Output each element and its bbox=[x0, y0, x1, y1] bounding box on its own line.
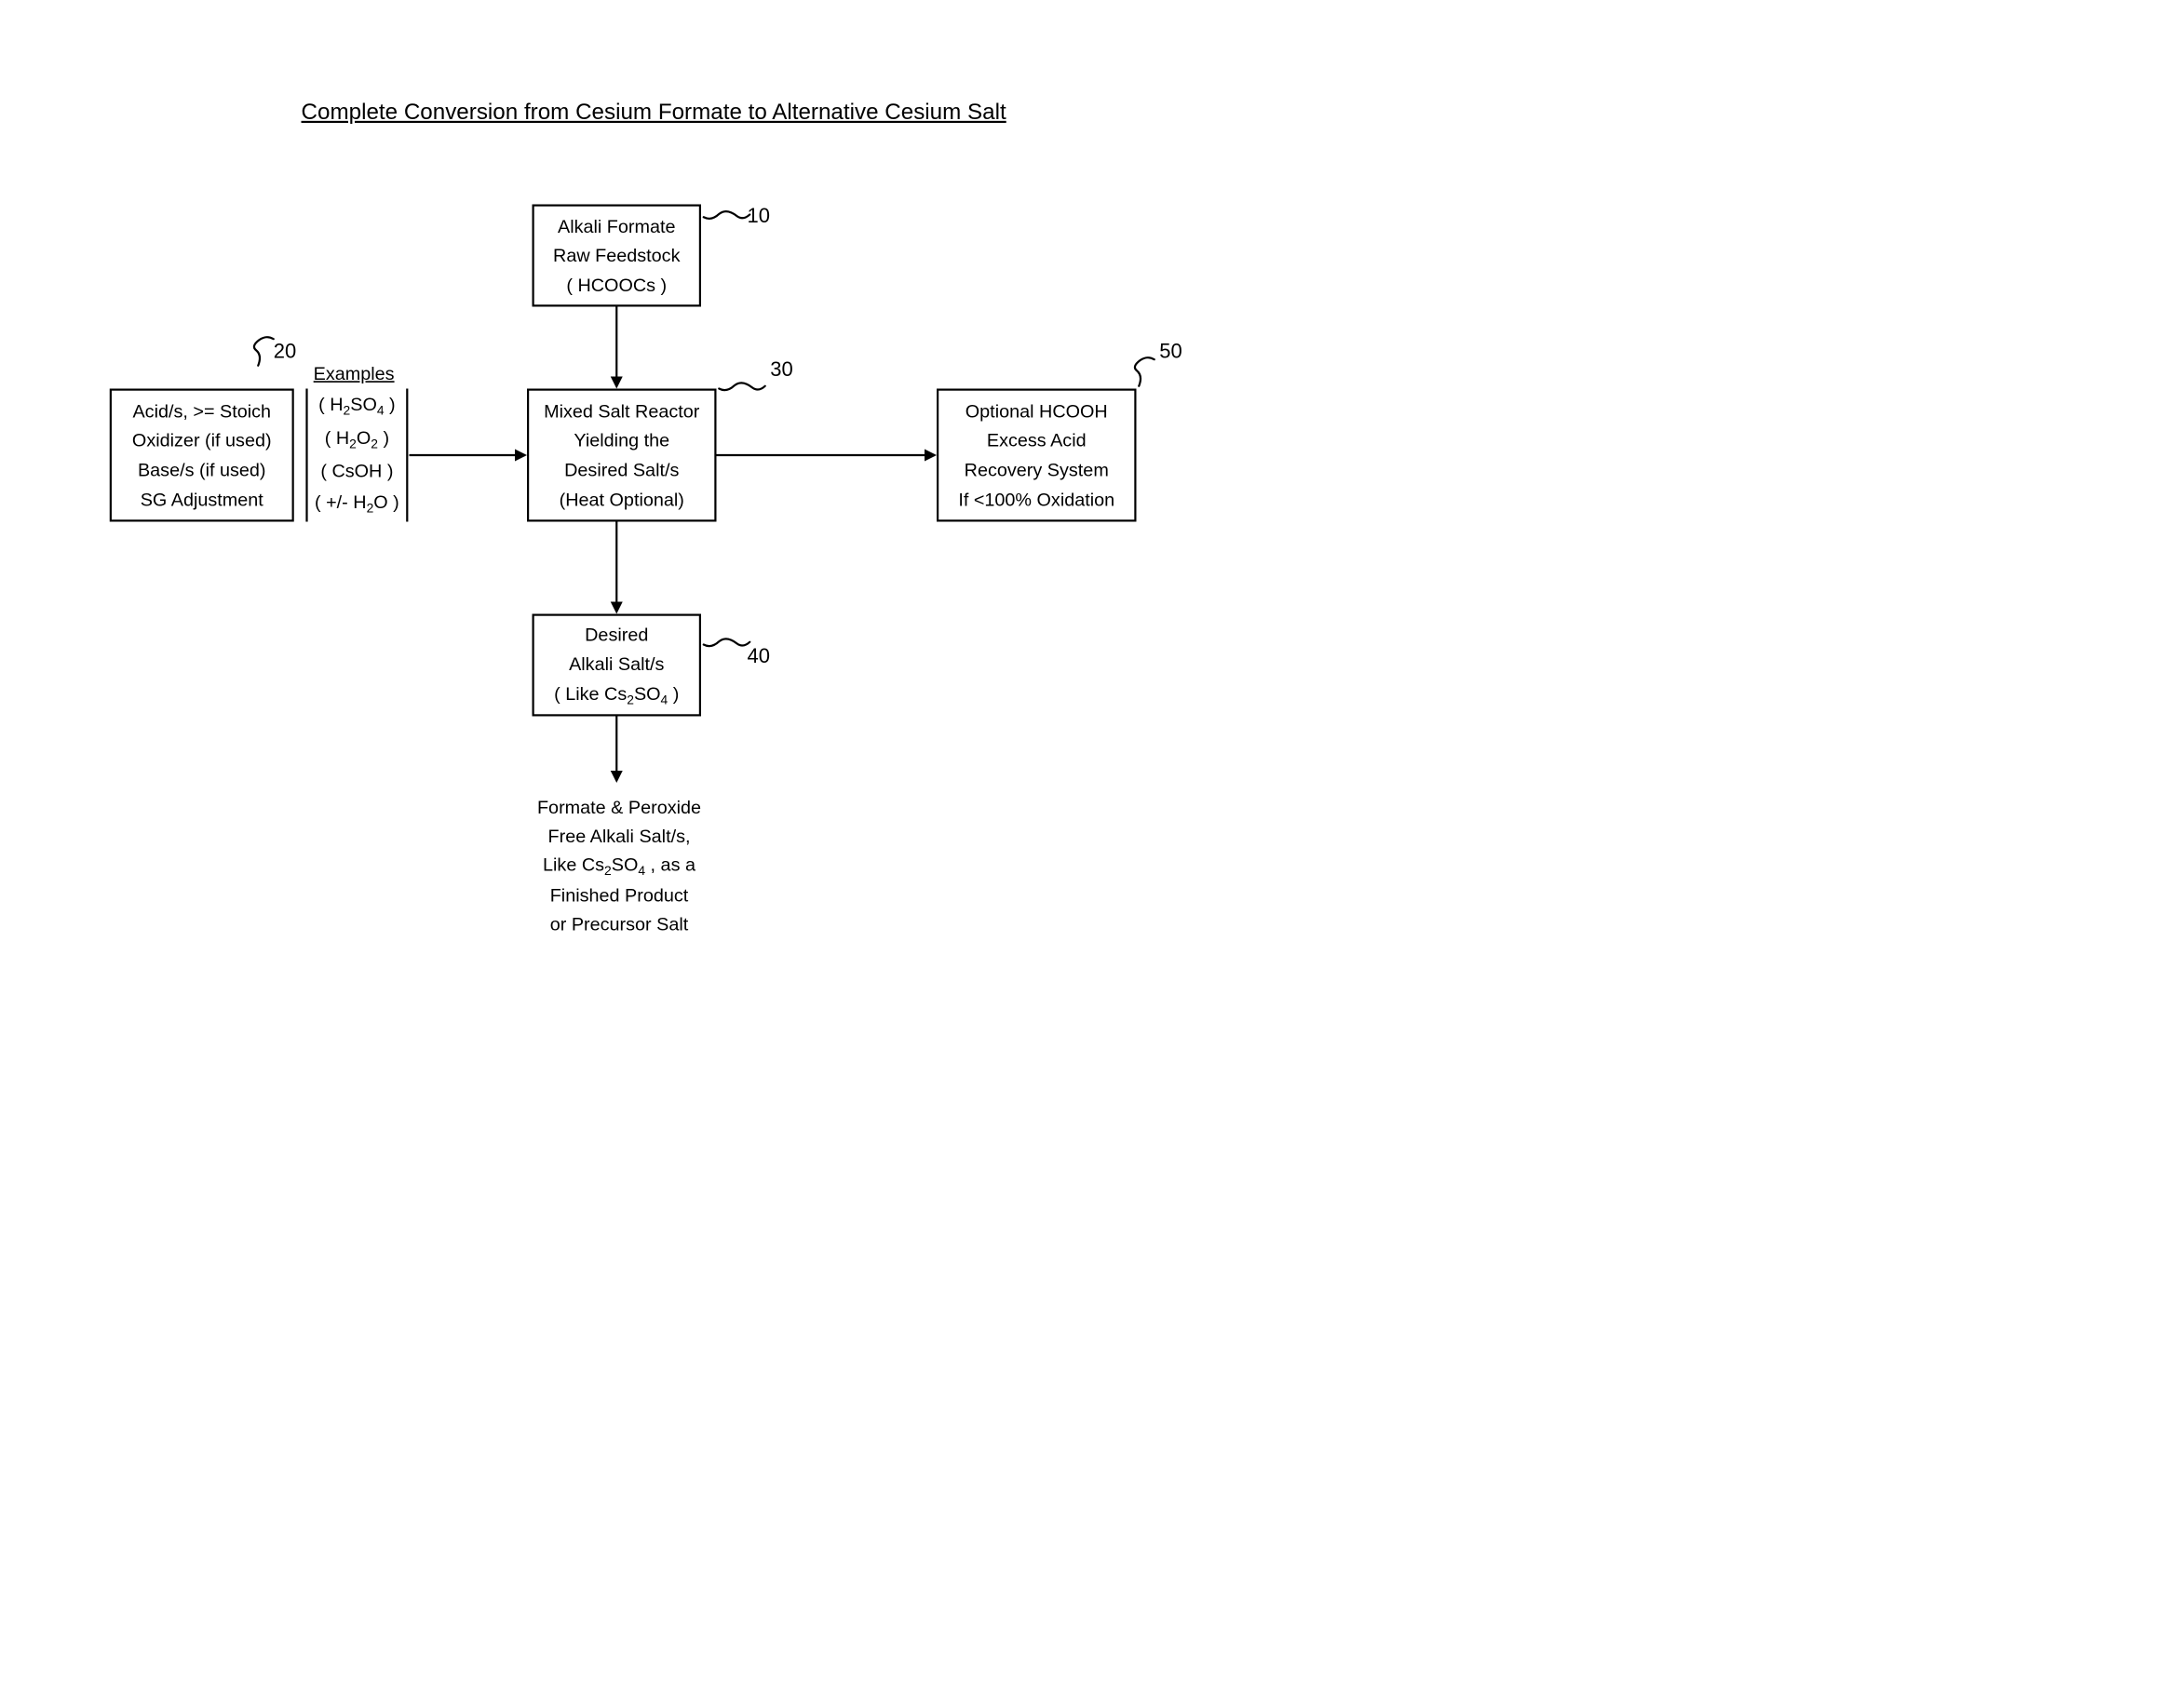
node-desired-alkali-salts: DesiredAlkali Salt/s( Like Cs2SO4 ) bbox=[533, 614, 702, 717]
ref-connector-n30 bbox=[719, 383, 765, 390]
node-alkali-formate-feedstock: Alkali FormateRaw Feedstock( HCOOCs ) bbox=[533, 205, 702, 307]
ref-connector-n40 bbox=[704, 639, 750, 646]
node-inputs-acid-oxidizer-base-sg: Acid/s, >= StoichOxidizer (if used)Base/… bbox=[110, 389, 294, 522]
ref-connector-n20 bbox=[254, 337, 274, 366]
examples-heading: Examples bbox=[314, 363, 395, 384]
ref-connector-n50 bbox=[1135, 357, 1155, 386]
node-mixed-salt-reactor: Mixed Salt ReactorYielding theDesired Sa… bbox=[527, 389, 717, 522]
ref-label-10: 10 bbox=[748, 205, 770, 228]
diagram-title: Complete Conversion from Cesium Formate … bbox=[56, 100, 1251, 126]
ref-label-20: 20 bbox=[274, 340, 296, 363]
diagram: Complete Conversion from Cesium Formate … bbox=[56, 56, 1251, 934]
node-optional-acid-recovery: Optional HCOOHExcess AcidRecovery System… bbox=[937, 389, 1137, 522]
ref-label-50: 50 bbox=[1159, 340, 1182, 363]
ref-connector-n10 bbox=[704, 211, 750, 219]
final-output-text: Formate & PeroxideFree Alkali Salt/s,Lik… bbox=[517, 793, 722, 938]
ref-label-30: 30 bbox=[770, 358, 792, 382]
examples-column: ( H2SO4 )( H2O2 )( CsOH )( +/- H2O ) bbox=[305, 389, 408, 522]
ref-label-40: 40 bbox=[748, 645, 770, 668]
